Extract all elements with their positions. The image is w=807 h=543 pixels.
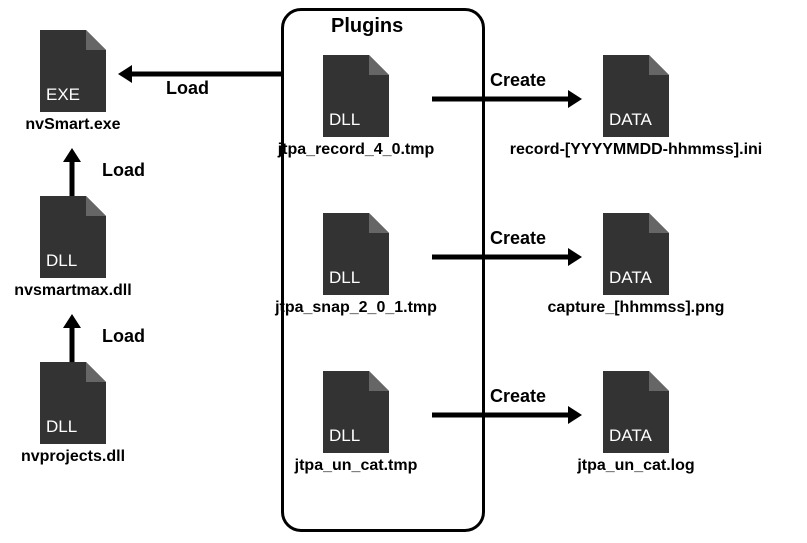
file-icon-plugin2: DLL (323, 213, 389, 295)
svg-text:DLL: DLL (329, 268, 360, 287)
svg-text:DATA: DATA (609, 268, 652, 287)
file-icon-dll2: DLL (40, 362, 106, 444)
arrow-label-dll1_to_exe: Load (102, 160, 145, 181)
file-icon-exe: EXE (40, 30, 106, 112)
file-icon-data1: DATA (603, 55, 669, 137)
arrow-label-p3_to_d3: Create (490, 386, 546, 407)
file-icon-dll1: DLL (40, 196, 106, 278)
arrow-dll2_to_dll1 (61, 312, 83, 364)
file-icon-data3: DATA (603, 371, 669, 453)
arrow-label-p1_to_d1: Create (490, 70, 546, 91)
svg-text:DLL: DLL (329, 110, 360, 129)
svg-text:DATA: DATA (609, 110, 652, 129)
svg-text:DLL: DLL (329, 426, 360, 445)
arrow-p2_to_d2 (430, 246, 584, 268)
file-label-plugin2: jtpa_snap_2_0_1.tmp (270, 299, 442, 317)
arrow-label-exe_to_plugins: Load (166, 78, 209, 99)
file-label-data1: record-[YYYYMMDD-hhmmss].ini (506, 141, 766, 159)
plugins-title: Plugins (331, 15, 403, 38)
arrow-label-dll2_to_dll1: Load (102, 326, 145, 347)
arrow-dll1_to_exe (61, 146, 83, 198)
svg-text:DLL: DLL (46, 417, 77, 436)
file-label-data3: jtpa_un_cat.log (566, 457, 706, 475)
file-label-data2: capture_[hhmmss].png (541, 299, 731, 317)
arrow-label-p2_to_d2: Create (490, 228, 546, 249)
file-label-dll2: nvprojects.dll (13, 448, 133, 466)
file-icon-plugin1: DLL (323, 55, 389, 137)
file-label-dll1: nvsmartmax.dll (8, 282, 138, 300)
arrow-p3_to_d3 (430, 404, 584, 426)
arrow-p1_to_d1 (430, 88, 584, 110)
file-label-plugin3: jtpa_un_cat.tmp (286, 457, 426, 475)
svg-text:DATA: DATA (609, 426, 652, 445)
svg-text:DLL: DLL (46, 251, 77, 270)
file-icon-data2: DATA (603, 213, 669, 295)
svg-text:EXE: EXE (46, 85, 80, 104)
file-icon-plugin3: DLL (323, 371, 389, 453)
file-label-plugin1: jtpa_record_4_0.tmp (271, 141, 441, 159)
file-label-exe: nvSmart.exe (18, 116, 128, 134)
